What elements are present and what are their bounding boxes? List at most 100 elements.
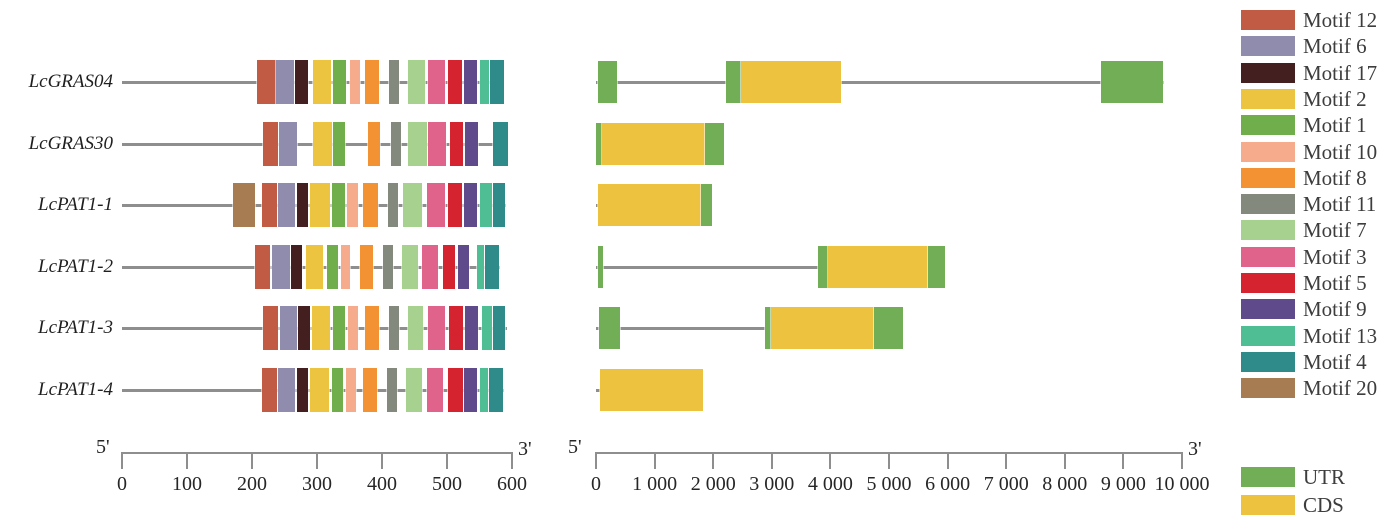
gene-name-label: LcPAT1-1 bbox=[38, 194, 113, 215]
motif-1-box bbox=[330, 367, 344, 413]
motif-8-box bbox=[366, 121, 382, 167]
axis-tick-label: 7 000 bbox=[983, 473, 1029, 495]
axis-tick-label: 0 bbox=[117, 473, 127, 495]
motif-12-box bbox=[262, 121, 279, 167]
utr-segment bbox=[596, 245, 605, 289]
legend-label-motif-2: Motif 2 bbox=[1303, 86, 1367, 111]
motif-11-box bbox=[388, 305, 400, 351]
axis-tick-mark bbox=[712, 452, 715, 469]
motif-6-box bbox=[271, 244, 291, 290]
legend-label-motif-11: Motif 11 bbox=[1303, 192, 1377, 217]
motif-8-box bbox=[362, 182, 380, 228]
motif-10-box bbox=[340, 244, 352, 290]
axis-tick-label: 10 000 bbox=[1154, 473, 1210, 495]
motif-13-box bbox=[479, 59, 491, 105]
utr-segment bbox=[725, 60, 742, 104]
motif-7-box bbox=[405, 367, 424, 413]
motif-5-box bbox=[449, 121, 465, 167]
legend-label-cds: CDS bbox=[1303, 493, 1344, 517]
motif-9-box bbox=[462, 59, 478, 105]
cds-segment bbox=[597, 183, 703, 227]
gene-name-label: LcGRAS30 bbox=[28, 133, 113, 154]
legend-swatch-motif-7 bbox=[1241, 220, 1295, 241]
motif-13-box bbox=[475, 244, 486, 290]
legend-swatch-motif-12 bbox=[1241, 10, 1295, 30]
motif-10-box bbox=[345, 182, 359, 228]
motif-5-box bbox=[447, 305, 465, 351]
gene-name-label: LcPAT1-3 bbox=[38, 317, 113, 338]
axis-tick-label: 6 000 bbox=[925, 473, 971, 495]
motif-1-box bbox=[332, 121, 346, 167]
axis-tick-mark bbox=[316, 452, 318, 469]
motif-5-box bbox=[447, 182, 463, 228]
cds-segment bbox=[598, 368, 704, 412]
cds-segment bbox=[769, 306, 876, 350]
utr-segment bbox=[596, 60, 619, 104]
axis-tick-label: 0 bbox=[591, 473, 601, 495]
motif-3-box bbox=[427, 59, 447, 105]
axis-tick-mark bbox=[1063, 452, 1066, 469]
legend-swatch-motif-17 bbox=[1241, 62, 1295, 83]
motif-1-box bbox=[332, 59, 348, 105]
motif-5-box bbox=[447, 367, 465, 413]
motif-7-box bbox=[407, 121, 428, 167]
gene-name-label: LcGRAS04 bbox=[28, 71, 113, 92]
motif-4-box bbox=[492, 182, 507, 228]
motif-7-box bbox=[401, 182, 424, 228]
legend-label-motif-17: Motif 17 bbox=[1303, 60, 1378, 85]
three-prime-label: 3' bbox=[518, 438, 532, 460]
axis-tick-mark bbox=[946, 452, 949, 469]
motif-2-box bbox=[312, 59, 333, 105]
motif-11-box bbox=[386, 182, 400, 228]
axis-tick-label: 100 bbox=[172, 473, 202, 495]
motif-6-box bbox=[275, 59, 296, 105]
utr-segment bbox=[926, 245, 947, 289]
motif-1-box bbox=[332, 305, 346, 351]
motif-3-box bbox=[421, 244, 439, 290]
motif-2-box bbox=[308, 182, 331, 228]
legend-swatch-motif-11 bbox=[1241, 194, 1295, 215]
axis-tick-mark bbox=[829, 452, 832, 469]
motif-8-box bbox=[362, 367, 378, 413]
motif-9-box bbox=[457, 244, 471, 290]
motif-12-box bbox=[262, 305, 279, 351]
motif-8-box bbox=[364, 59, 380, 105]
legend-swatch-motif-2 bbox=[1241, 88, 1295, 109]
legend-swatch-motif-4 bbox=[1241, 351, 1295, 372]
utr-segment bbox=[873, 306, 905, 350]
motif-4-box bbox=[488, 367, 504, 413]
legend-label-motif-1: Motif 1 bbox=[1303, 113, 1367, 138]
legend-swatch-motif-6 bbox=[1241, 36, 1295, 57]
motif-17-box bbox=[297, 305, 311, 351]
axis-tick-mark bbox=[1122, 452, 1125, 469]
axis-tick-mark bbox=[511, 452, 513, 469]
axis-tick-mark bbox=[653, 452, 656, 469]
motif-6-box bbox=[277, 182, 296, 228]
legend-swatch-motif-20 bbox=[1241, 378, 1295, 399]
axis-tick-label: 200 bbox=[237, 473, 267, 495]
axis-tick-mark bbox=[446, 452, 448, 469]
motif-4-box bbox=[492, 121, 510, 167]
three-prime-label: 3' bbox=[1188, 438, 1202, 460]
axis-tick-label: 1 000 bbox=[632, 473, 678, 495]
motif-3-box bbox=[427, 305, 447, 351]
motif-13-box bbox=[479, 367, 489, 413]
legend-swatch-motif-9 bbox=[1241, 299, 1295, 320]
motif-11-box bbox=[390, 121, 402, 167]
legend-label-motif-5: Motif 5 bbox=[1303, 271, 1367, 295]
motif-4-box bbox=[488, 59, 506, 105]
motif-5-box bbox=[447, 59, 463, 105]
legend-swatch-motif-10 bbox=[1241, 141, 1295, 162]
legend-label-utr: UTR bbox=[1303, 465, 1345, 489]
motif-13-box bbox=[481, 305, 493, 351]
gene-name-label: LcPAT1-4 bbox=[38, 379, 113, 400]
motif-8-box bbox=[358, 244, 374, 290]
axis-tick-label: 3 000 bbox=[749, 473, 795, 495]
motif-17-box bbox=[295, 182, 309, 228]
motif-9-box bbox=[462, 182, 478, 228]
motif-2-box bbox=[310, 305, 331, 351]
five-prime-label: 5' bbox=[568, 436, 582, 458]
motif-12-box bbox=[255, 59, 278, 105]
legend-label-motif-9: Motif 9 bbox=[1303, 297, 1367, 322]
motif-6-box bbox=[278, 121, 298, 167]
